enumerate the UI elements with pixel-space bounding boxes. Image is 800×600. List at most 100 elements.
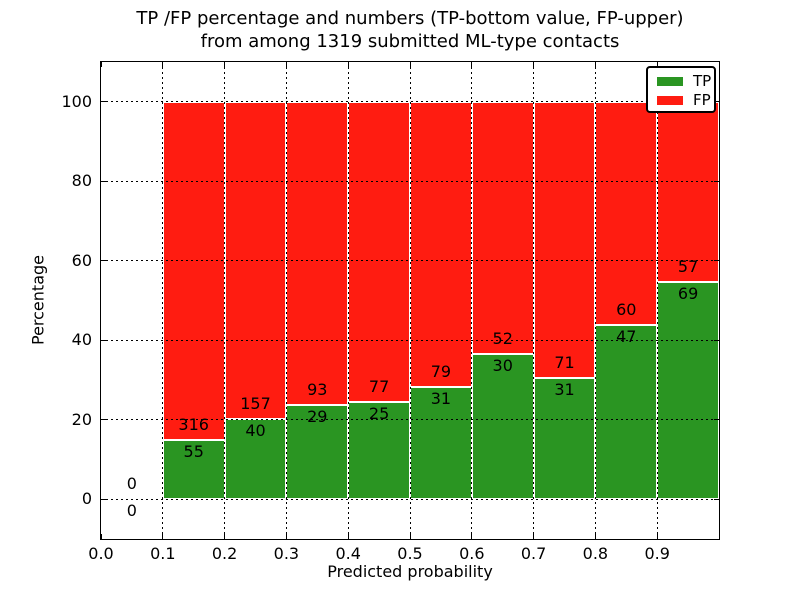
grid-hline: [101, 498, 719, 500]
grid-vline: [285, 62, 288, 539]
bar-count-label-tp: 47: [616, 326, 637, 346]
bar-count-label-fp: 71: [554, 353, 575, 373]
x-tick-label: 0.5: [397, 544, 423, 563]
bar-count-label-fp: 60: [616, 299, 637, 319]
legend: TP FP: [646, 66, 716, 113]
legend-row: TP: [657, 72, 714, 91]
x-tick-top: [224, 62, 226, 67]
x-tick-top: [162, 62, 164, 67]
y-tick-right: [714, 180, 719, 182]
grid-vline: [161, 62, 164, 539]
x-tick-top: [285, 62, 287, 67]
ticks-layer: [100, 62, 719, 539]
grid-hline: [101, 180, 719, 182]
bar-count-label-tp: 29: [307, 406, 328, 426]
y-tick-right: [714, 419, 719, 421]
grid-hline: [101, 101, 719, 103]
legend-label: FP: [693, 91, 711, 109]
bar-segment-tp: [162, 440, 225, 500]
bar-count-label-fp: 52: [492, 328, 513, 348]
bar-segment-fp: [471, 101, 534, 354]
grid-vline: [594, 62, 597, 539]
bar-labels-layer: 0 0 316 55 157 40 93 29 77 25 79 31 52 30 71 31 60 47 57 69: [101, 62, 719, 539]
bar-count-label-fp: 77: [368, 376, 390, 396]
y-tick-label: 100: [61, 91, 92, 111]
y-tick-right: [714, 260, 719, 262]
bar-count-label-tp: 69: [677, 283, 699, 303]
grid-vline: [470, 62, 473, 539]
x-tick-bottom: [162, 534, 164, 539]
grid-vline-dots: [533, 62, 535, 539]
chart-title-line1: TP /FP percentage and numbers (TP-bottom…: [136, 8, 684, 29]
x-tick-bottom: [533, 534, 535, 539]
bar-count-label-tp: 0: [126, 501, 137, 521]
bar-segment-fp: [533, 101, 596, 379]
grid-vline: [532, 62, 535, 539]
x-tick-bottom: [224, 534, 226, 539]
y-tick-right: [714, 498, 719, 500]
bar-segment-fp: [410, 101, 472, 388]
bar-count-label-fp: 57: [677, 256, 699, 276]
bar-segment-fp: [348, 101, 410, 402]
y-tick-left: [101, 180, 106, 182]
x-tick-bottom: [100, 534, 102, 539]
bar-count-label-fp: 93: [307, 379, 328, 399]
y-tick-left: [101, 498, 106, 500]
y-tick-label: 60: [71, 250, 92, 270]
x-tick-top: [347, 62, 349, 67]
legend-row: FP: [657, 91, 714, 110]
grid-vline-dots: [162, 62, 164, 539]
grid-vline-dots: [471, 62, 473, 539]
y-tick-left: [101, 101, 106, 103]
x-tick-bottom: [409, 534, 411, 539]
x-tick-bottom: [471, 534, 473, 539]
x-axis-label: Predicted probability: [327, 562, 493, 581]
bar-count-label-fp: 316: [178, 415, 209, 435]
x-tick-label: 0.7: [520, 544, 547, 563]
x-tick-bottom: [594, 534, 596, 539]
bar-count-label-tp: 31: [554, 380, 575, 400]
plot-area: 0 0 316 55 157 40 93 29 77 25 79 31 52 30 71 31 60 47 57 69…: [100, 61, 720, 540]
grid-vline: [409, 62, 411, 539]
x-tick-top: [533, 62, 535, 67]
grid-vline-dots: [224, 62, 226, 539]
x-tick-label: 0.3: [273, 544, 300, 563]
chart-title: TP /FP percentage and numbers (TP-bottom…: [100, 7, 720, 53]
x-tick-top: [594, 62, 596, 67]
y-tick-right: [714, 101, 719, 103]
x-tick-bottom: [347, 534, 349, 539]
x-tick-label: 0.0: [88, 544, 114, 563]
y-tick-left: [101, 339, 106, 341]
y-tick-left: [101, 419, 106, 421]
x-tick-label: 0.9: [644, 544, 670, 563]
x-tick-bottom: [285, 534, 287, 539]
x-tick-label: 0.2: [211, 544, 238, 563]
legend-swatch-tp: [657, 77, 683, 86]
grid-vline: [223, 62, 226, 539]
bar-count-label-fp: 0: [126, 474, 137, 494]
grid-hline: [101, 339, 719, 341]
bar-count-label-fp: 79: [430, 362, 452, 382]
x-tick-top: [100, 62, 102, 67]
bar-count-label-tp: 31: [430, 389, 452, 409]
y-tick-right: [714, 339, 719, 341]
y-tick-label: 40: [71, 330, 92, 350]
grid-layer: [101, 62, 719, 539]
bar-segment-fp: [286, 101, 349, 405]
grid-vline-dots: [285, 62, 287, 539]
bar-segment-tp: [657, 281, 719, 500]
y-tick-label: 80: [71, 171, 92, 191]
bar-count-label-fp: 157: [240, 393, 271, 413]
x-tick-bottom: [656, 534, 658, 539]
legend-label: TP: [693, 72, 712, 90]
grid-hline: [101, 260, 719, 262]
grid-vline: [656, 62, 659, 539]
x-tick-top: [471, 62, 473, 67]
x-tick-label: 0.6: [459, 544, 485, 563]
grid-vline-dots: [409, 62, 411, 539]
chart-title-line2: from among 1319 submitted ML-type contac…: [200, 31, 620, 52]
bar-count-label-tp: 25: [368, 403, 390, 423]
bar-segment-fp: [162, 101, 225, 441]
y-tick-label: 0: [81, 489, 92, 509]
